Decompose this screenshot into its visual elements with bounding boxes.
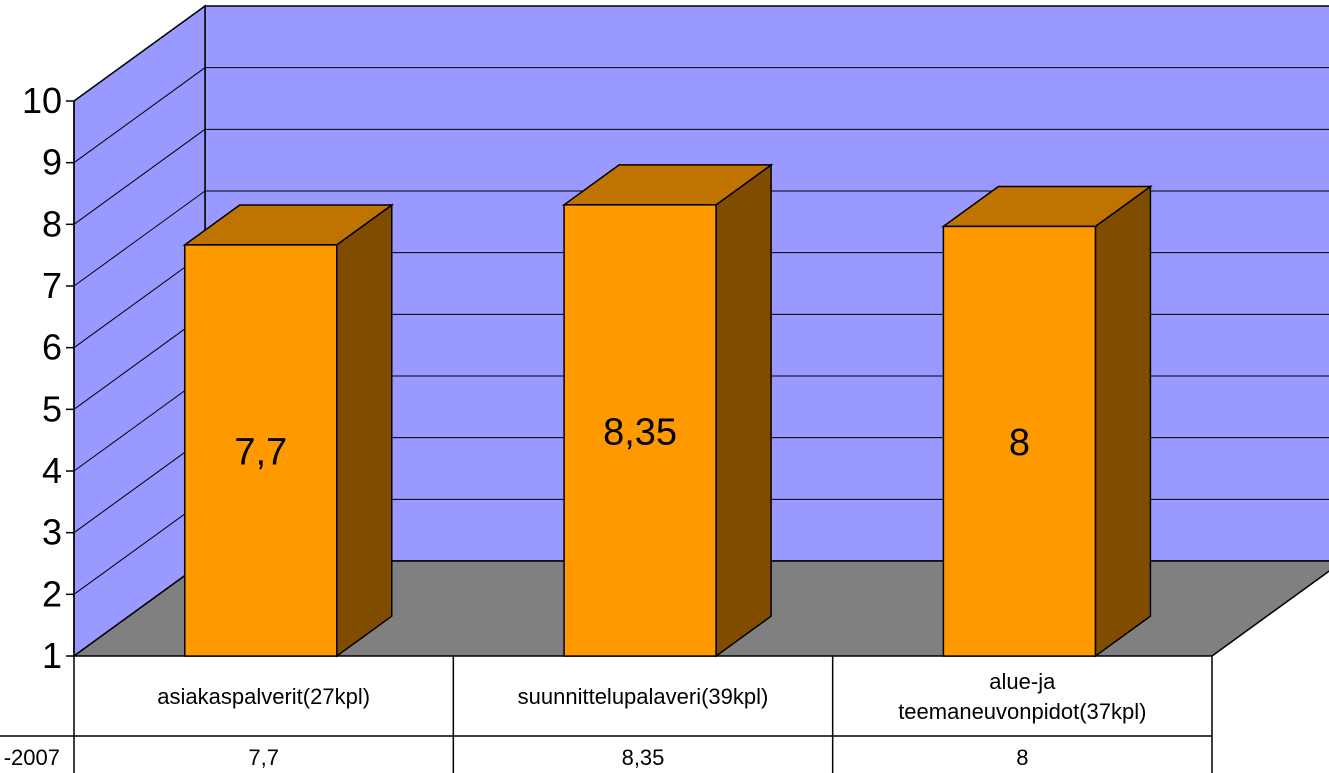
bar: 8,35	[561, 163, 774, 658]
gridline-side	[73, 437, 206, 534]
y-tick-label: 3	[42, 512, 62, 553]
category-label: asiakaspalverit(27kpl)	[157, 684, 370, 709]
bar-value-label: 8,35	[603, 411, 677, 453]
bar-front	[563, 204, 717, 657]
gridline-side	[73, 252, 206, 349]
y-tick-label: 9	[42, 142, 62, 183]
gridline-side	[73, 190, 206, 287]
category-label: alue-ja	[989, 669, 1056, 694]
bar: 8	[941, 185, 1153, 658]
category-label: suunnittelupalaveri(39kpl)	[518, 684, 769, 709]
table-value: 8	[1016, 745, 1028, 770]
y-axis: 1 2 3 4 5 6 7 8 9 10	[22, 80, 75, 676]
table-value: 7,7	[248, 745, 279, 770]
bar-side	[335, 203, 393, 658]
gridline-side	[73, 5, 206, 102]
y-tick-label: 8	[42, 203, 62, 244]
bar-front	[183, 244, 338, 657]
y-tick-label: 10	[22, 80, 62, 121]
y-tick-label: 5	[42, 388, 62, 429]
gridline-side	[73, 67, 206, 164]
gridline-side	[73, 375, 206, 472]
data-table: asiakaspalverit(27kpl) 7,7 suunnittelupala…	[0, 656, 1213, 773]
y-tick-label: 1	[42, 635, 62, 676]
bar-value-label: 7,7	[234, 431, 287, 473]
gridline-side	[73, 498, 206, 595]
bar-side	[715, 163, 772, 658]
bar: 7,7	[182, 203, 395, 658]
gridline-side	[73, 313, 206, 410]
y-tick-label: 4	[42, 450, 62, 491]
gridline-side	[73, 128, 206, 225]
y-tick-label: 6	[42, 327, 62, 368]
bar-side	[1094, 185, 1152, 658]
gridlines	[73, 5, 1329, 595]
table-value: 8,35	[622, 745, 665, 770]
bar-value-label: 8	[1009, 422, 1030, 464]
category-label: teemaneuvonpidot(37kpl)	[898, 699, 1146, 724]
bars: 7,7 8,35 8	[182, 163, 1153, 658]
y-tick-label: 7	[42, 265, 62, 306]
bar-front	[942, 225, 1097, 657]
y-tick-label: 2	[42, 573, 62, 614]
series-name-label: -2007	[4, 745, 60, 770]
